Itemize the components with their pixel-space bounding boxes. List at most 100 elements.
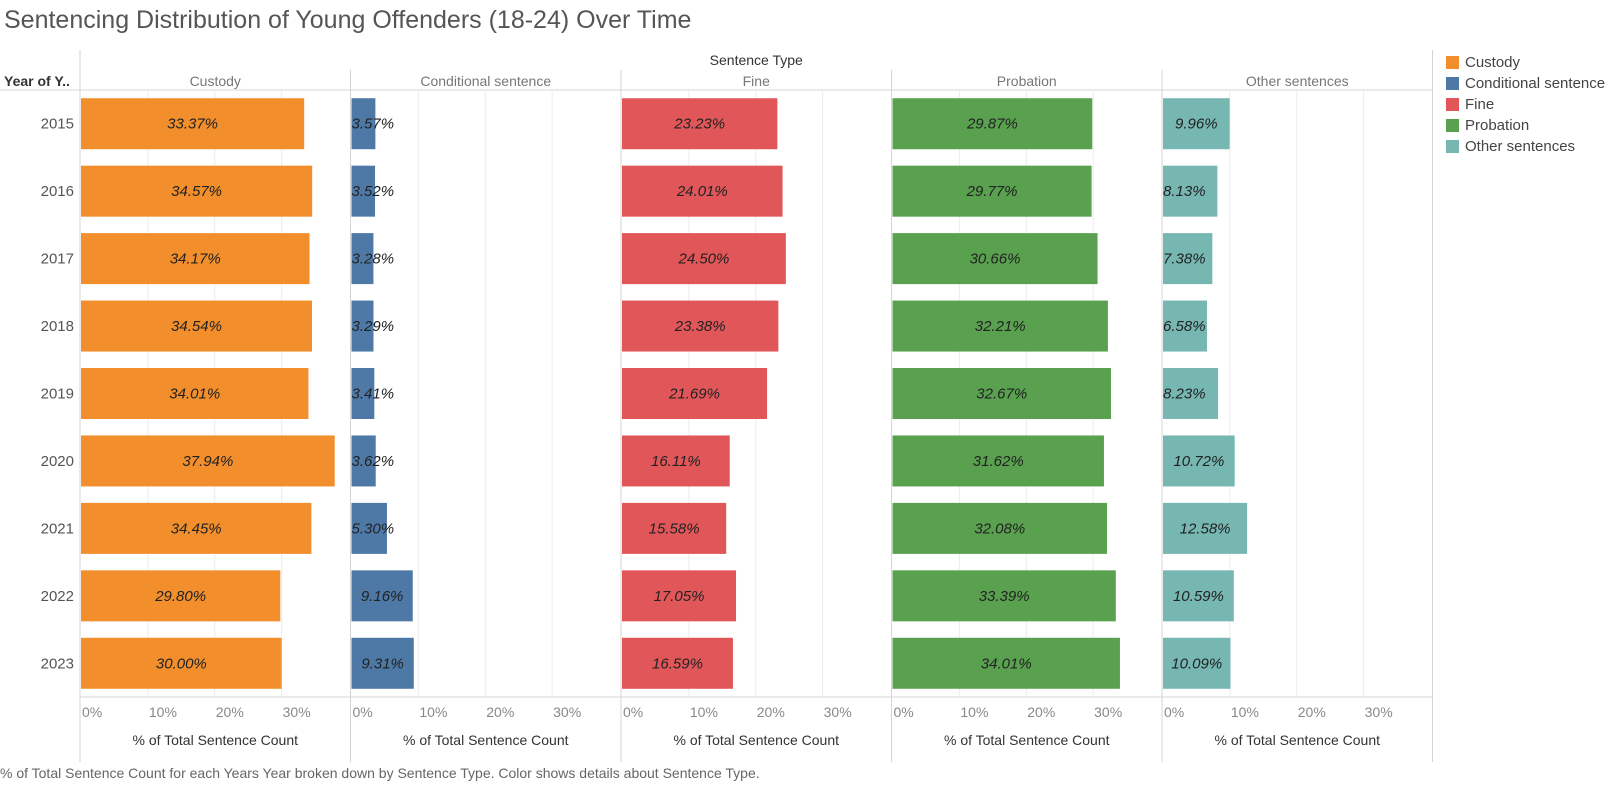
bar-probation-2015 [892,98,1093,150]
tick-label-probation-10: 10% [960,704,988,720]
data-label-custody-2017: 34.17% [170,251,221,268]
tick-label-other-sentences-30: 30% [1365,704,1393,720]
data-label-other-sentences-2019: 8.23% [1163,386,1206,403]
data-label-custody-2022: 29.80% [154,588,206,605]
year-label-2021: 2021 [41,520,74,537]
tick-label-custody-30: 30% [283,704,311,720]
legend-label-probation: Probation [1465,117,1530,134]
data-label-custody-2016: 34.57% [171,183,222,200]
legend-swatch-probation [1446,119,1459,132]
bar-conditional-sentence-2020 [351,435,376,487]
data-label-probation-2018: 32.21% [975,318,1026,335]
bar-probation-2018 [892,300,1108,352]
legend: Custody Conditional sentence Fine Probation… [1446,52,1605,157]
chart-caption: % of Total Sentence Count for each Years… [0,765,760,781]
frame-layer [0,50,1433,762]
legend-item-probation[interactable]: Probation [1446,115,1605,136]
legend-item-other-sentences[interactable]: Other sentences [1446,136,1605,157]
bar-other-sentences-2015 [1163,98,1230,150]
data-label-other-sentences-2015: 9.96% [1175,116,1218,133]
data-label-other-sentences-2023: 10.09% [1171,655,1222,672]
legend-swatch-conditional-sentence [1446,77,1459,90]
bar-conditional-sentence-2018 [351,300,374,352]
bar-conditional-sentence-2022 [351,570,413,622]
bar-other-sentences-2022 [1163,570,1234,622]
column-label-probation: Probation [997,73,1057,89]
data-label-other-sentences-2016: 8.13% [1163,183,1206,200]
legend-item-conditional-sentence[interactable]: Conditional sentence [1446,73,1605,94]
legend-item-custody[interactable]: Custody [1446,52,1605,73]
bar-fine-2022 [622,570,737,622]
bar-conditional-sentence-2016 [351,165,376,217]
bar-probation-2021 [892,502,1108,554]
data-label-conditional-sentence-2017: 3.28% [352,251,395,268]
tick-label-custody-20: 20% [216,704,244,720]
column-label-conditional-sentence: Conditional sentence [420,73,551,89]
bar-fine-2023 [622,637,733,689]
bar-conditional-sentence-2023 [351,637,414,689]
data-label-conditional-sentence-2015: 3.57% [352,116,395,133]
bar-probation-2022 [892,570,1116,622]
data-label-conditional-sentence-2016: 3.52% [352,183,395,200]
tick-label-probation-20: 20% [1027,704,1055,720]
bar-fine-2021 [622,502,727,554]
tick-label-conditional-sentence-20: 20% [486,704,514,720]
labels-layer: Sentence Type Year of Y.. 2015 2016 2017 2018… [4,52,1393,748]
data-label-conditional-sentence-2023: 9.31% [361,655,404,672]
legend-item-fine[interactable]: Fine [1446,94,1605,115]
data-label-fine-2016: 24.01% [676,183,728,200]
data-label-probation-2022: 33.39% [979,588,1030,605]
bar-other-sentences-2016 [1163,165,1218,217]
data-label-other-sentences-2017: 7.38% [1163,251,1206,268]
data-label-custody-2015: 33.37% [167,116,218,133]
axis-label-probation: % of Total Sentence Count [944,732,1110,748]
bar-custody-2017 [81,233,310,285]
tick-label-probation-30: 30% [1094,704,1122,720]
bar-custody-2016 [81,165,313,217]
year-label-2016: 2016 [41,183,74,200]
bar-conditional-sentence-2019 [351,368,375,419]
bar-custody-2018 [81,300,312,352]
year-label-2017: 2017 [41,251,74,268]
bar-fine-2016 [622,165,783,217]
chart-area: Sentence Type Year of Y.. 2015 2016 2017 2018… [0,50,1433,762]
data-label-probation-2016: 29.77% [966,183,1018,200]
column-label-other-sentences: Other sentences [1246,73,1349,89]
data-label-fine-2017: 24.50% [677,251,729,268]
year-label-2018: 2018 [41,318,74,335]
legend-label-fine: Fine [1465,96,1495,113]
tick-label-fine-0: 0% [623,704,643,720]
tick-label-other-sentences-0: 0% [1164,704,1184,720]
year-label-2022: 2022 [41,588,74,605]
data-label-custody-2020: 37.94% [182,453,233,470]
data-label-probation-2021: 32.08% [974,520,1025,537]
tick-label-fine-20: 20% [757,704,785,720]
data-label-fine-2022: 17.05% [654,588,705,605]
data-label-probation-2020: 31.62% [973,453,1024,470]
tick-label-other-sentences-10: 10% [1231,704,1259,720]
bar-probation-2019 [892,368,1111,419]
data-label-fine-2020: 16.11% [651,453,701,470]
tick-label-probation-0: 0% [894,704,914,720]
data-label-other-sentences-2022: 10.59% [1173,588,1224,605]
tick-label-other-sentences-20: 20% [1298,704,1326,720]
data-label-conditional-sentence-2019: 3.41% [352,386,395,403]
legend-label-custody: Custody [1465,54,1521,71]
bar-fine-2015 [622,98,778,150]
data-label-other-sentences-2020: 10.72% [1173,453,1224,470]
bar-fine-2020 [622,435,730,487]
bar-other-sentences-2020 [1163,435,1235,487]
bar-other-sentences-2021 [1163,502,1248,554]
bar-fine-2018 [622,300,779,352]
bar-other-sentences-2018 [1163,300,1208,352]
bar-custody-2015 [81,98,305,150]
bar-other-sentences-2023 [1163,637,1231,689]
bar-custody-2019 [81,368,309,419]
data-label-probation-2017: 30.66% [970,251,1021,268]
axis-label-conditional-sentence: % of Total Sentence Count [403,732,569,748]
bar-probation-2016 [892,165,1092,217]
legend-swatch-other-sentences [1446,140,1459,153]
bars-layer [81,98,1248,689]
bar-probation-2023 [892,637,1120,689]
legend-label-other-sentences: Other sentences [1465,138,1576,155]
